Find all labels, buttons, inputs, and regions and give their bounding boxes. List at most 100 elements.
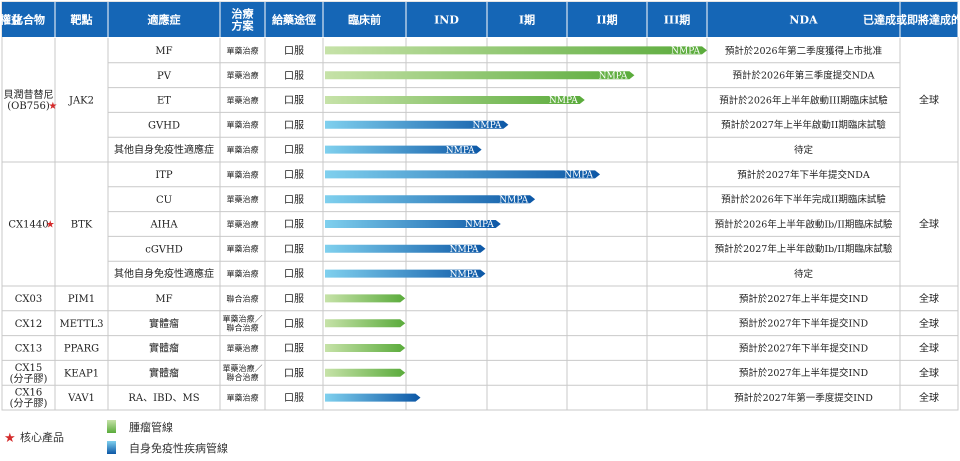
milestone: 待定 (794, 268, 814, 280)
header-cell: 化合物 (12, 12, 45, 26)
indication: 實體瘤 (149, 317, 179, 330)
progress-bar (325, 344, 406, 352)
bar-label: NMPA (549, 96, 578, 106)
legend-oncology-swatch (107, 420, 116, 433)
header-cell: 臨床前 (348, 12, 381, 26)
progress-bar (325, 244, 486, 253)
bar-label: NMPA (450, 270, 479, 280)
commercial-rights: 全球 (919, 391, 939, 404)
progress-bar (325, 269, 486, 278)
progress-bars: NMPA NMPA NMPA NMPA NMPA NMPA NMPA NMPA NMPA NMPA (325, 46, 707, 402)
route: 口服 (284, 45, 304, 57)
route: 口服 (284, 293, 304, 305)
milestone: 預計於2026年第二季度獲得上市批准 (725, 45, 883, 57)
header-cell: 治療方案 (232, 6, 255, 32)
regimen: 單藥治療 (227, 144, 259, 154)
indication: 實體瘤 (149, 342, 179, 355)
regimen: 單藥治療 (227, 169, 259, 179)
bar-label: NMPA (671, 47, 700, 57)
header-cell: IND (434, 13, 459, 26)
route: 口服 (284, 194, 304, 206)
progress-bar (325, 120, 509, 129)
indication: 其他自身免疫性適應症 (114, 267, 214, 280)
table-header: 化合物 靶點 適應症 治療方案 給藥途徑 臨床前 IND I期 II期 III期 NDA 已達成或即將… (0, 2, 960, 37)
header-cell: 給藥途徑 (272, 12, 316, 26)
regimen: 單藥治療 (227, 45, 259, 55)
table-grid (1, 1, 959, 411)
target-name: JAK2 (68, 96, 94, 107)
compound-name: CX13 (15, 344, 43, 355)
core-product-star-icon: ★ (46, 220, 55, 231)
legend-core-product: 核心產品 (20, 430, 64, 444)
header-cell: II期 (596, 12, 617, 26)
indication: GVHD (148, 120, 180, 131)
commercial-rights: 全球 (919, 342, 939, 355)
commercial-rights: 全球 (919, 366, 939, 379)
regimen: 單藥治療 (227, 268, 259, 278)
header-cell: 商業權益 (0, 12, 22, 26)
bar-label: NMPA (473, 121, 502, 131)
progress-bar (325, 294, 406, 303)
bar-label: NMPA (450, 245, 479, 255)
regimen: 單藥治療 (227, 95, 259, 105)
milestone: 預計於2027年上半年啟動II期臨床試驗 (721, 119, 886, 131)
progress-bar (325, 145, 482, 154)
milestone: 預計於2027年上半年啟動Ib/II期臨床試驗 (715, 243, 893, 255)
indication: 實體瘤 (149, 366, 179, 379)
indication: ITP (155, 170, 173, 181)
progress-bar (325, 71, 635, 80)
route: 口服 (284, 70, 304, 82)
target-name: BTK (71, 220, 93, 231)
core-product-star-icon: ★ (48, 101, 57, 112)
milestone: 預計於2027年第一季度提交IND (734, 392, 873, 404)
legend-immunology-swatch (107, 441, 116, 454)
commercial-rights: 全球 (919, 94, 939, 107)
commercial-rights: 全球 (919, 218, 939, 231)
indication: RA、IBD、MS (128, 393, 199, 404)
progress-bar (325, 195, 536, 204)
regimen: 聯合治療 (227, 293, 259, 303)
indication: CU (156, 195, 172, 206)
regimen: 單藥治療 (227, 392, 259, 402)
header-cell: III期 (664, 12, 690, 26)
regimen: 單藥治療 (227, 244, 259, 254)
bar-label: NMPA (564, 171, 593, 181)
milestone: 預計於2027年下半年提交IND (739, 342, 869, 354)
milestone: 預計於2026年第三季度提交NDA (733, 70, 875, 82)
target-name: VAV1 (67, 393, 95, 404)
target-name: PIM1 (68, 294, 95, 305)
header-cell: 適應症 (148, 12, 181, 26)
compound-name: CX15 (分子膠) (10, 363, 48, 385)
compound-name: CX12 (15, 319, 43, 330)
header-background (2, 2, 958, 37)
bar-label: NMPA (599, 71, 628, 81)
milestone: 預計於2026年下半年完成II期臨床試驗 (721, 194, 886, 206)
progress-bar (325, 393, 421, 402)
indication: AIHA (149, 220, 178, 231)
target-name: PPARG (64, 344, 99, 355)
target-name: KEAP1 (64, 368, 99, 379)
indication: ET (157, 96, 171, 107)
milestone: 待定 (794, 144, 814, 156)
header-cell: I期 (519, 12, 535, 26)
milestone: 預計於2027年下半年提交IND (739, 318, 869, 330)
indication: MF (155, 46, 172, 57)
route: 口服 (284, 169, 304, 181)
route: 口服 (284, 367, 304, 379)
bar-label: NMPA (465, 220, 494, 230)
indication: PV (157, 71, 172, 82)
header-cell: 靶點 (71, 12, 93, 26)
header-cell: NDA (789, 13, 818, 26)
compound-name: CX03 (15, 294, 43, 305)
indication: MF (155, 294, 172, 305)
progress-bar (325, 368, 406, 377)
milestone: 預計於2027年上半年提交IND (739, 293, 869, 305)
indication: 其他自身免疫性適應症 (114, 143, 214, 156)
progress-bar (325, 319, 406, 328)
legend: ★ 核心產品 腫瘤管線 自身免疫性疾病管線 (4, 420, 228, 455)
regimen: 單藥治療 (227, 120, 259, 130)
regimen: 單藥治療／聯合治療 (223, 314, 263, 333)
progress-bar (325, 170, 601, 179)
